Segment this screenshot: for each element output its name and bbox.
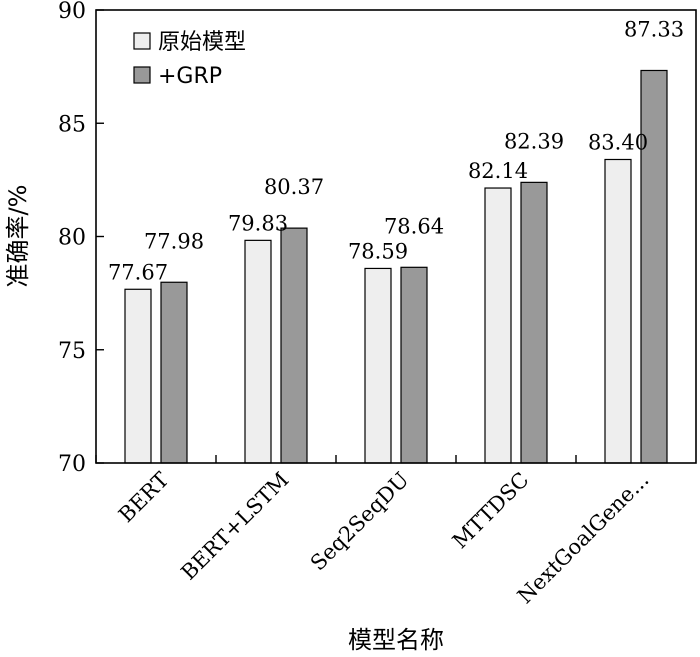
bar-nextgoalgene-original bbox=[604, 158, 632, 464]
x-axis: BERT BERT+LSTM Seq2SeqDU MTTDSCNextGoalGene… bbox=[95, 455, 654, 609]
bar-bert-lstm-grp bbox=[280, 227, 308, 464]
legend: 原始模型 +GRP bbox=[133, 30, 246, 89]
value-label-bert-grp: 77.98 bbox=[144, 229, 204, 253]
y-tick-label: 70 bbox=[58, 452, 86, 477]
bar-bert-grp bbox=[160, 281, 188, 464]
bar-bert-original bbox=[124, 288, 152, 464]
bar-nextgoalgene-grp bbox=[640, 69, 668, 464]
value-label-bert-lstm-original: 79.83 bbox=[228, 211, 288, 235]
value-label-nextgoalgene-original: 83.40 bbox=[588, 130, 648, 154]
x-tick-label-seq2seqdu: Seq2SeqDU bbox=[306, 468, 414, 576]
legend-swatch-grp bbox=[133, 66, 151, 84]
legend-label-grp: +GRP bbox=[158, 64, 222, 89]
x-tick-label-nextgoalgene: NextGoalGene... bbox=[513, 468, 654, 609]
bar-mttdsc-original bbox=[484, 187, 512, 464]
x-tick-label-bert: BERT bbox=[114, 468, 174, 528]
value-label-seq2seqdu-original: 78.59 bbox=[348, 239, 408, 263]
bar-seq2seqdu-grp bbox=[400, 266, 428, 464]
y-axis-title: 准确率/% bbox=[4, 185, 32, 288]
bar-bert-lstm-original bbox=[244, 239, 272, 464]
value-label-nextgoalgene-grp: 87.33 bbox=[624, 17, 684, 41]
y-tick-label: 75 bbox=[58, 339, 86, 364]
y-tick-label: 85 bbox=[58, 112, 86, 137]
y-tick-label: 80 bbox=[58, 226, 86, 251]
value-label-seq2seqdu-grp: 78.64 bbox=[384, 214, 444, 238]
x-tick-label-bert-lstm: BERT+LSTM bbox=[176, 468, 293, 585]
value-label-mttdsc-grp: 82.39 bbox=[504, 129, 564, 153]
plot-frame bbox=[95, 9, 697, 464]
bars bbox=[124, 69, 668, 464]
value-label-bert-original: 77.67 bbox=[108, 260, 168, 284]
value-label-mttdsc-original: 82.14 bbox=[468, 159, 528, 183]
bar-mttdsc-grp bbox=[520, 181, 548, 464]
x-axis-title: 模型名称 bbox=[348, 626, 444, 654]
x-tick-label-mttdsc: MTTDSC bbox=[448, 468, 534, 554]
y-axis: 70 75 80 85 90 bbox=[58, 0, 104, 477]
y-tick-label: 90 bbox=[58, 0, 86, 24]
value-label-bert-lstm-grp: 80.37 bbox=[264, 175, 324, 199]
legend-label-original: 原始模型 bbox=[158, 30, 246, 55]
legend-swatch-original bbox=[133, 32, 151, 50]
bar-seq2seqdu-original bbox=[364, 267, 392, 464]
